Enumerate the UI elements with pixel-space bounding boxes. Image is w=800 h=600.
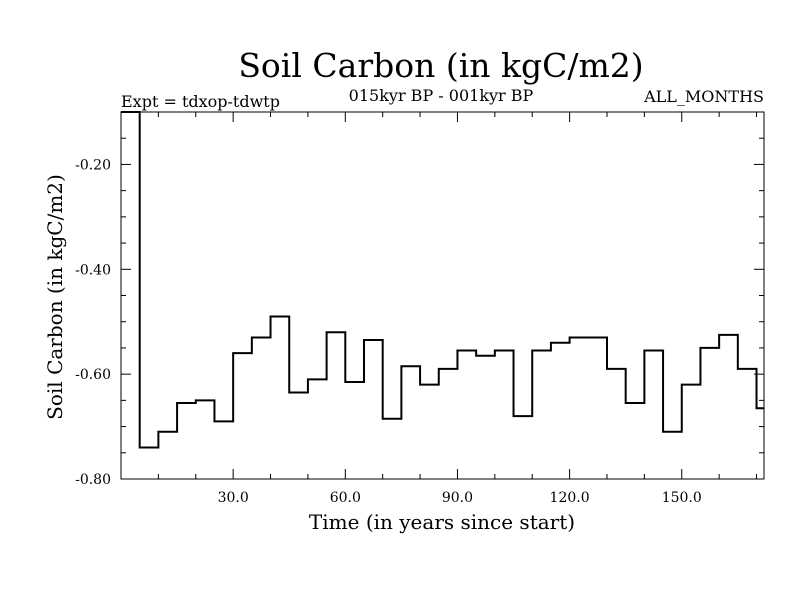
x-tick-label: 120.0 — [550, 490, 590, 506]
plot-frame — [120, 111, 765, 480]
y-tick-label: -0.80 — [75, 472, 111, 488]
y-tick-label: -0.40 — [75, 262, 111, 278]
x-axis-label: Time (in years since start) — [309, 510, 575, 534]
axis-ticks — [121, 111, 764, 480]
x-tick-label: 90.0 — [442, 490, 473, 506]
y-axis-label: Soil Carbon (in kgC/m2) — [43, 174, 67, 420]
y-tick-label: -0.20 — [75, 157, 111, 173]
x-tick-label: 30.0 — [218, 490, 249, 506]
series-line — [121, 111, 764, 449]
experiment-label: Expt = tdxop-tdwtp — [121, 92, 280, 111]
x-tick-label: 60.0 — [330, 490, 361, 506]
data-series — [121, 111, 764, 449]
months-label: ALL_MONTHS — [643, 87, 764, 106]
axes — [120, 111, 765, 480]
tick-labels: -0.20 -0.40 -0.60 -0.80 30.0 60.0 90.0 120.0 150… — [75, 157, 702, 506]
y-tick-label: -0.60 — [75, 367, 111, 383]
chart-title: Soil Carbon (in kgC/m2) — [238, 46, 643, 85]
chart-subtitle: 015kyr BP - 001kyr BP — [349, 86, 534, 105]
x-tick-label: 150.0 — [662, 490, 702, 506]
